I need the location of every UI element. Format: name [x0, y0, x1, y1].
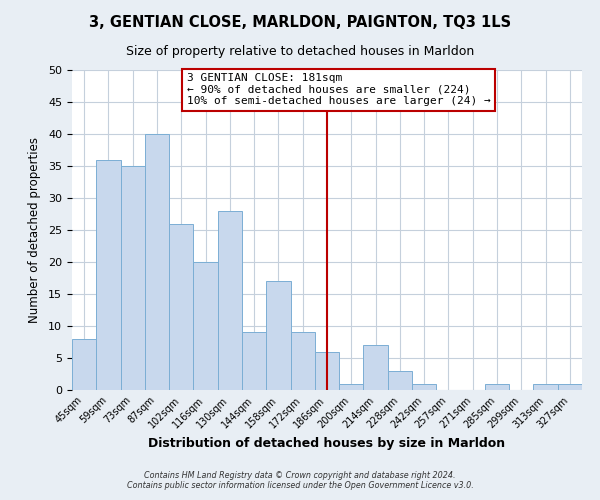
- Bar: [558, 384, 582, 390]
- Bar: [96, 160, 121, 390]
- Bar: [72, 339, 96, 390]
- Bar: [364, 345, 388, 390]
- X-axis label: Distribution of detached houses by size in Marldon: Distribution of detached houses by size …: [148, 437, 506, 450]
- Text: Size of property relative to detached houses in Marldon: Size of property relative to detached ho…: [126, 45, 474, 58]
- Bar: [193, 262, 218, 390]
- Bar: [290, 332, 315, 390]
- Bar: [533, 384, 558, 390]
- Bar: [242, 332, 266, 390]
- Bar: [145, 134, 169, 390]
- Bar: [266, 281, 290, 390]
- Bar: [339, 384, 364, 390]
- Bar: [169, 224, 193, 390]
- Bar: [388, 371, 412, 390]
- Bar: [218, 211, 242, 390]
- Bar: [412, 384, 436, 390]
- Bar: [485, 384, 509, 390]
- Text: 3 GENTIAN CLOSE: 181sqm
← 90% of detached houses are smaller (224)
10% of semi-d: 3 GENTIAN CLOSE: 181sqm ← 90% of detache…: [187, 73, 491, 106]
- Bar: [121, 166, 145, 390]
- Text: Contains HM Land Registry data © Crown copyright and database right 2024.
Contai: Contains HM Land Registry data © Crown c…: [127, 470, 473, 490]
- Text: 3, GENTIAN CLOSE, MARLDON, PAIGNTON, TQ3 1LS: 3, GENTIAN CLOSE, MARLDON, PAIGNTON, TQ3…: [89, 15, 511, 30]
- Y-axis label: Number of detached properties: Number of detached properties: [28, 137, 41, 323]
- Bar: [315, 352, 339, 390]
